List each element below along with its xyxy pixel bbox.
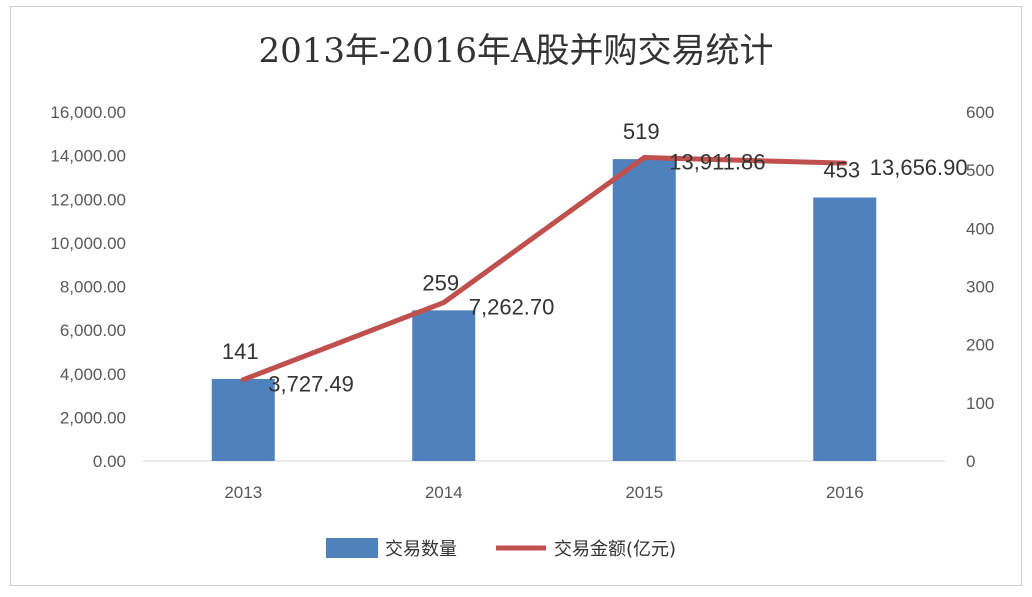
bar bbox=[412, 310, 476, 461]
bar-data-label: 519 bbox=[623, 119, 660, 144]
legend-swatch-bar bbox=[326, 538, 378, 558]
y-left-tick-label: 6,000.00 bbox=[60, 321, 126, 340]
chart-title: 2013年-2016年A股并购交易统计 bbox=[258, 31, 773, 71]
legend-label: 交易数量 bbox=[385, 539, 457, 560]
bar-data-label: 259 bbox=[422, 270, 459, 295]
x-tick-label: 2013 bbox=[224, 483, 262, 502]
y-right-tick-label: 100 bbox=[966, 394, 994, 413]
y-right-tick-label: 0 bbox=[966, 452, 975, 471]
y-left-tick-label: 8,000.00 bbox=[60, 278, 126, 297]
legend-label: 交易金额(亿元) bbox=[554, 539, 676, 560]
y-right-tick-label: 600 bbox=[966, 103, 994, 122]
bar-data-label: 141 bbox=[222, 339, 259, 364]
y-right-tick-label: 200 bbox=[966, 336, 994, 355]
line-data-label: 13,656.90 bbox=[870, 155, 968, 180]
bar-data-label: 453 bbox=[823, 158, 860, 183]
bar bbox=[813, 197, 877, 461]
line-series bbox=[240, 155, 848, 383]
y-left-tick-label: 14,000.00 bbox=[50, 147, 126, 166]
line-data-label: 13,911.86 bbox=[669, 150, 765, 175]
y-left-tick-label: 12,000.00 bbox=[50, 190, 126, 209]
x-tick-label: 2015 bbox=[625, 483, 663, 502]
y-right-tick-label: 400 bbox=[966, 219, 994, 238]
y-left-tick-label: 0.00 bbox=[93, 452, 126, 471]
y-left-tick-label: 10,000.00 bbox=[50, 234, 126, 253]
bar bbox=[211, 378, 275, 461]
y-right-tick-label: 300 bbox=[966, 278, 994, 297]
bar bbox=[612, 159, 676, 462]
line-data-label: 3,727.49 bbox=[268, 372, 354, 397]
y-right-tick-label: 500 bbox=[966, 161, 994, 180]
x-tick-label: 2014 bbox=[425, 483, 463, 502]
x-tick-label: 2016 bbox=[826, 483, 864, 502]
y-left-tick-label: 2,000.00 bbox=[60, 408, 126, 427]
y-left-tick-label: 16,000.00 bbox=[50, 103, 126, 122]
line-data-label: 7,262.70 bbox=[469, 295, 555, 320]
y-left-tick-label: 4,000.00 bbox=[60, 365, 126, 384]
